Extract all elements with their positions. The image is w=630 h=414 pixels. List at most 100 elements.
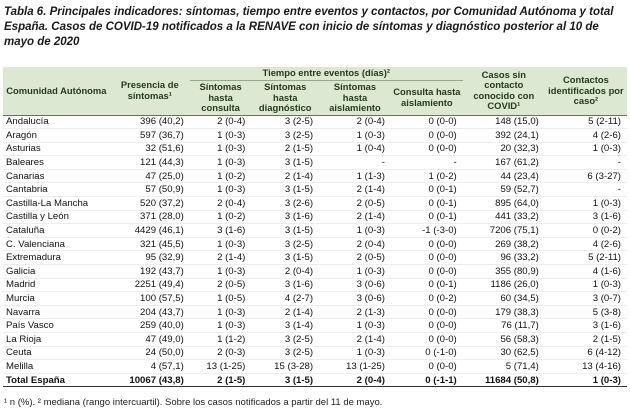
cell: 5 (3-8) [544, 305, 627, 320]
cell: 520 (37,2) [109, 196, 190, 211]
cell: 2 (0-5) [189, 278, 252, 293]
cell: 3 (0-6) [319, 278, 391, 293]
column-header: Síntomas hasta consulta [189, 80, 252, 116]
cell: 2 (0-3) [189, 346, 252, 361]
cell: 13 (1-25) [319, 359, 391, 374]
cell: 597 (36,7) [109, 128, 190, 143]
row-label: Canarias [3, 169, 110, 184]
cell: 269 (38,2) [462, 237, 545, 252]
cell: 59 (52,7) [462, 182, 545, 198]
cell: 3 (2-6) [251, 196, 320, 211]
cell: 1 (0-4) [319, 142, 391, 157]
cell: 2 (1-3) [319, 305, 391, 320]
table-row: C. Valenciana 321 (45,5) 1 (0-3) 3 (2-5) 2 (… [3, 237, 627, 252]
cell: 1 (0-3) [544, 372, 627, 388]
cell: 2 (1-4) [319, 210, 391, 225]
cell: 0 (0-0) [390, 359, 463, 374]
cell: 60 (34,5) [462, 291, 545, 306]
cell: 30 (62,5) [462, 346, 545, 361]
row-label: Madrid [3, 278, 110, 293]
cell: 0 (0-2) [390, 291, 463, 306]
cell: 0 (0-0) [390, 305, 463, 320]
row-label: La Rioja [3, 332, 110, 347]
cell: 3 (2-5) [251, 237, 320, 252]
table-row: Cantabria 57 (50,9) 1 (0-3) 3 (1-5) 2 (1-4) 0… [3, 182, 627, 198]
cell: 2 (1-4) [319, 332, 391, 347]
row-label: Aragón [3, 128, 110, 143]
row-label: Castilla y León [3, 210, 110, 225]
row-label: Asturias [3, 142, 110, 157]
cell: 3 (1-5) [251, 223, 320, 238]
table-row: Baleares 121 (44,3) 1 (0-3) 3 (1-5) - -167 (6… [3, 155, 627, 170]
cell: 2 (0-4) [319, 372, 391, 388]
cell: 1 (0-3) [319, 346, 391, 361]
column-header: Presencia de síntomas¹ [109, 67, 190, 116]
cell: 3 (1-5) [251, 250, 320, 266]
table-head: Comunidad Autónoma Presencia de síntomas… [3, 67, 627, 116]
cell: - [390, 155, 463, 170]
cell: 5 (2-11) [544, 115, 627, 130]
cell: 1 (0-3) [319, 318, 391, 333]
cell: 148 (15,0) [462, 115, 545, 130]
cell: 3 (2-5) [251, 346, 320, 361]
cell: 4 (57,1) [109, 359, 190, 374]
cell: 13 (4-16) [544, 359, 627, 374]
cell: 167 (61,2) [462, 155, 545, 170]
cell: 371 (28,0) [109, 210, 190, 225]
row-label: Navarra [3, 305, 110, 320]
cell: 3 (1-5) [251, 155, 320, 170]
cell: 1 (0-3) [319, 223, 391, 238]
column-header: Comunidad Autónoma [3, 67, 110, 116]
cell: 56 (58,3) [462, 332, 545, 347]
cell: 1 (0-3) [189, 182, 252, 198]
cell: 15 (3-28) [251, 359, 320, 374]
indicators-table: Comunidad Autónoma Presencia de síntomas… [3, 67, 627, 388]
cell: 3 (1-4) [251, 318, 320, 333]
cell: 3 (1-6) [544, 210, 627, 225]
cell: 441 (33,2) [462, 210, 545, 225]
row-label: Ceuta [3, 346, 110, 361]
cell: 0 (0-0) [390, 332, 463, 347]
row-label: Galicia [3, 264, 110, 279]
cell: 44 (23,4) [462, 169, 545, 184]
cell: 2 (1-5) [189, 372, 252, 388]
cell: 1 (0-3) [189, 142, 252, 157]
cell: -1 (-3-0) [390, 223, 463, 238]
row-label: País Vasco [3, 318, 110, 333]
row-label: Castilla-La Mancha [3, 196, 110, 211]
cell: 2 (1-4) [251, 305, 320, 320]
cell: 0 (0-0) [390, 250, 463, 266]
row-label: C. Valenciana [3, 237, 110, 252]
cell: 192 (43,7) [109, 264, 190, 279]
cell: 355 (80,9) [462, 264, 545, 279]
cell: 11684 (50,8) [462, 372, 545, 388]
cell: 204 (43,7) [109, 305, 190, 320]
table-row: Canarias 47 (25,0) 1 (0-2) 2 (1-4) 1 (1-3) 1 … [3, 169, 627, 184]
cell: 1 (0-2) [189, 169, 252, 184]
cell: 1 (1-2) [189, 332, 252, 347]
cell: 1 (0-5) [189, 291, 252, 306]
cell: 47 (49,0) [109, 332, 190, 347]
table-row: Galicia 192 (43,7) 1 (0-3) 2 (0-4) 1 (0-3) 0 … [3, 264, 627, 279]
cell: 2 (0-5) [319, 196, 391, 211]
group-header: Tiempo entre eventos (días)² [189, 67, 463, 81]
cell: 24 (50,0) [109, 346, 190, 361]
table-row: Andalucía 396 (40,2) 2 (0-4) 3 (2-5) 2 (0-4)… [3, 115, 627, 130]
cell: 3 (2-5) [251, 115, 320, 130]
row-label: Cantabria [3, 182, 110, 198]
cell: 5 (71,4) [462, 359, 545, 374]
cell: 1 (0-3) [544, 142, 627, 157]
cell: 3 (1-6) [189, 223, 252, 238]
cell: 2 (0-5) [319, 250, 391, 266]
cell: 3 (1-6) [251, 278, 320, 293]
cell: 1 (0-3) [319, 264, 391, 279]
cell: 47 (25,0) [109, 169, 190, 184]
cell: 10067 (43,8) [109, 372, 190, 388]
cell: 0 (0-0) [390, 115, 463, 130]
cell: 2 (0-4) [189, 196, 252, 211]
table-row: Extremadura 95 (32,9) 2 (1-4) 3 (1-5) 2 (0-5… [3, 250, 627, 266]
cell: 4 (2-7) [251, 291, 320, 306]
header-row: Síntomas hasta consulta Síntomas hasta d… [3, 80, 627, 116]
cell: 5 (2-11) [544, 250, 627, 266]
